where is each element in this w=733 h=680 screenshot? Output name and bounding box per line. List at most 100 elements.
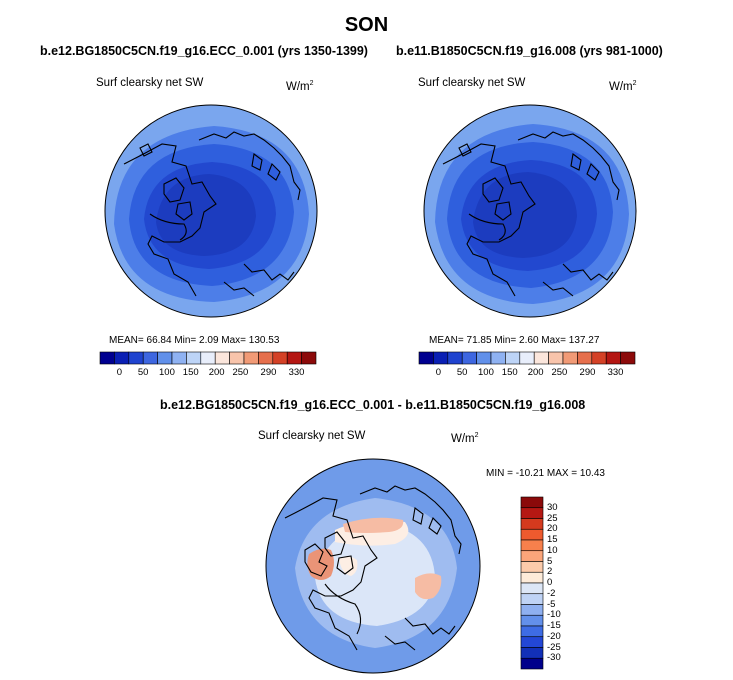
colorbar-swatch: [520, 614, 544, 627]
colorbar-tick-label: 330: [288, 367, 305, 378]
coastlines: [284, 485, 462, 651]
colorbar-swatch: [520, 625, 544, 638]
colorbar-swatch: [520, 518, 544, 530]
panel-2-units: W/m2: [609, 80, 637, 93]
diff-colorbar: [520, 496, 544, 670]
colorbar-swatch: [520, 593, 544, 605]
colorbar-swatch: [562, 351, 578, 365]
colorbar-tick-label: 2: [547, 566, 553, 578]
colorbar-swatch: [520, 582, 544, 595]
map-level-near-zero-pos-2: [339, 556, 358, 576]
panel-2-title: b.e11.B1850C5CN.f19_g16.008 (yrs 981-100…: [396, 44, 663, 58]
colorbar-swatch: [520, 571, 544, 584]
colorbar-tick-label: 200: [208, 367, 225, 378]
map-level-cap: [156, 174, 256, 256]
colorbar-swatch: [301, 351, 317, 365]
colorbar-swatch: [258, 351, 274, 365]
coastlines: [123, 131, 301, 297]
colorbar-swatch: [520, 636, 544, 648]
panel-1-colorbar: [99, 351, 317, 365]
colorbar-tick-label: 20: [547, 523, 558, 535]
diff-variable: Surf clearsky net SW: [258, 430, 366, 442]
colorbar-swatch: [605, 351, 621, 365]
colorbar-tick-label: 150: [182, 367, 199, 378]
colorbar-tick-label: -5: [547, 598, 556, 610]
colorbar-swatch: [505, 351, 521, 365]
panel-1-units: W/m2: [286, 80, 314, 93]
colorbar-swatch: [229, 351, 245, 365]
map-level-strong-pos-1: [307, 548, 334, 580]
colorbar-tick-label: 250: [232, 367, 249, 378]
colorbar-tick-label: 100: [159, 367, 175, 378]
panel-2-map: [423, 104, 637, 318]
diff-colorbar-ticks: 30 25 20 15 10 5 2 0 -2 -5 -10 -15 -20 -25 -30: [547, 497, 577, 669]
colorbar-tick-label: 0: [435, 367, 442, 378]
colorbar-swatch: [520, 528, 544, 541]
colorbar-swatch: [520, 496, 544, 509]
colorbar-tick-label: 250: [551, 367, 568, 378]
panel-1-title: b.e12.BG1850C5CN.f19_g16.ECC_0.001 (yrs …: [40, 44, 368, 58]
colorbar-tick-label: 25: [547, 512, 558, 524]
colorbar-tick-label: 200: [527, 367, 544, 378]
colorbar-swatch: [186, 351, 202, 365]
colorbar-swatch: [520, 657, 544, 670]
colorbar-swatch: [520, 647, 544, 659]
colorbar-tick-label: -30: [547, 652, 561, 664]
colorbar-tick-label: -10: [547, 609, 561, 621]
colorbar-swatch: [591, 351, 607, 365]
colorbar-swatch: [200, 351, 216, 365]
colorbar-swatch: [577, 351, 593, 365]
colorbar-swatch: [533, 351, 549, 365]
colorbar-tick-label: 50: [137, 367, 149, 378]
colorbar-swatch: [171, 351, 187, 365]
colorbar-tick-label: -15: [547, 620, 561, 631]
colorbar-tick-label: 15: [547, 534, 558, 545]
colorbar-swatch: [519, 351, 535, 365]
map-level-positive-2: [415, 573, 442, 600]
colorbar-swatch: [142, 351, 158, 365]
colorbar-swatch: [490, 351, 506, 365]
colorbar-swatch: [520, 604, 544, 616]
colorbar-tick-label: 0: [547, 577, 553, 588]
colorbar-swatch: [214, 351, 230, 365]
colorbar-tick-label: -20: [547, 630, 561, 642]
panel-1-stats: MEAN= 66.84 Min= 2.09 Max= 130.53: [109, 335, 280, 346]
panel-2-stats: MEAN= 71.85 Min= 2.60 Max= 137.27: [429, 335, 600, 346]
panel-1-colorbar-ticks: 0 50 100 150 200 250 290 330: [100, 367, 316, 379]
colorbar-swatch: [433, 351, 449, 365]
panel-2-colorbar-ticks: 0 50 100 150 200 250 290 330: [419, 367, 635, 379]
colorbar-swatch: [520, 507, 544, 519]
colorbar-tick-label: 5: [547, 555, 553, 567]
colorbar-tick-label: 10: [547, 544, 558, 556]
colorbar-tick-label: 150: [501, 367, 518, 378]
diff-map: [265, 458, 481, 674]
diff-stats: MIN = -10.21 MAX = 10.43: [486, 468, 605, 479]
coastlines: [442, 131, 620, 297]
colorbar-swatch: [286, 351, 302, 365]
colorbar-tick-label: 50: [456, 367, 468, 378]
colorbar-swatch: [447, 351, 463, 365]
map-level-cap: [473, 172, 577, 258]
colorbar-tick-label: -2: [547, 587, 556, 599]
colorbar-tick-label: 290: [579, 367, 596, 378]
colorbar-swatch: [476, 351, 492, 365]
colorbar-swatch: [520, 539, 544, 552]
figure-title: SON: [344, 14, 389, 36]
colorbar-swatch: [461, 351, 477, 365]
colorbar-swatch: [548, 351, 564, 365]
colorbar-tick-label: 0: [116, 367, 123, 378]
colorbar-swatch: [99, 351, 115, 365]
colorbar-swatch: [418, 351, 434, 365]
colorbar-swatch: [272, 351, 288, 365]
colorbar-swatch: [520, 561, 544, 573]
panel-1-variable: Surf clearsky net SW: [96, 77, 204, 89]
colorbar-swatch: [243, 351, 259, 365]
colorbar-swatch: [157, 351, 173, 365]
colorbar-swatch: [520, 550, 544, 562]
colorbar-tick-label: -25: [547, 641, 561, 653]
map-level-positive: [343, 517, 404, 533]
colorbar-swatch: [114, 351, 130, 365]
panel-1-map: [104, 104, 318, 318]
colorbar-swatch: [128, 351, 144, 365]
colorbar-tick-label: 290: [260, 367, 277, 378]
